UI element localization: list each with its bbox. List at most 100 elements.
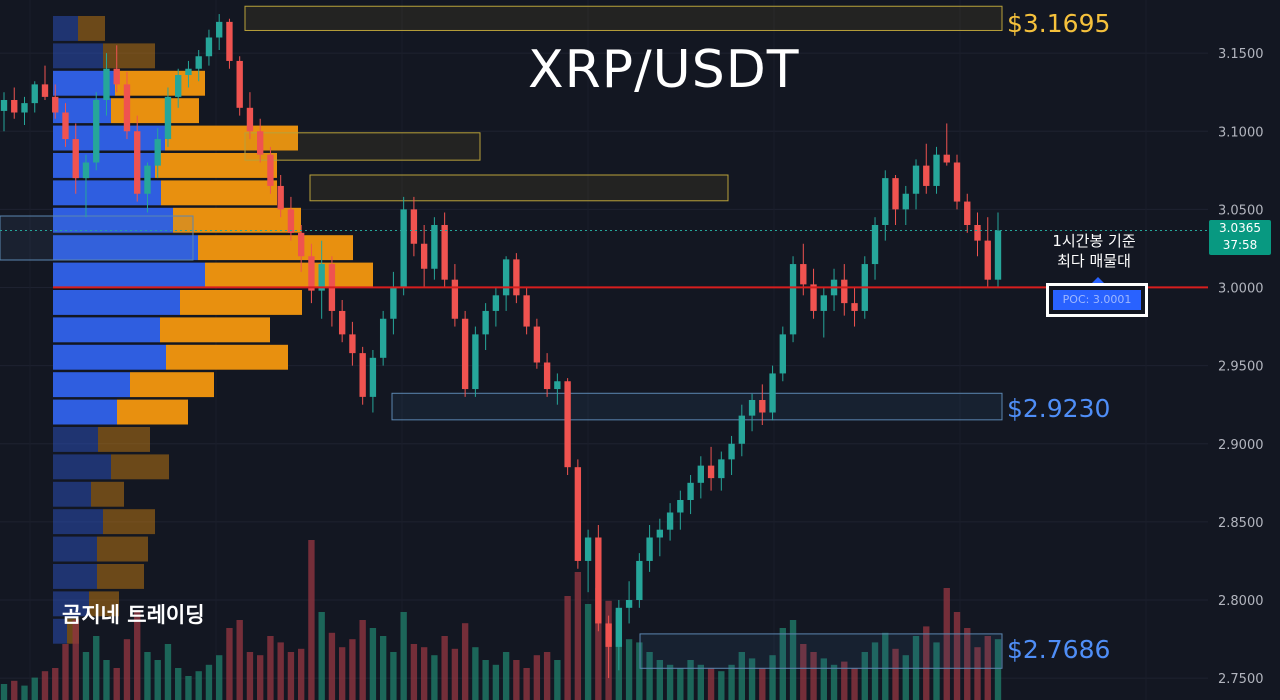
volume-profile-sell-bar [161, 180, 277, 206]
poc-annotation-line-2: 최다 매물대 [1057, 252, 1131, 270]
volume-bar [431, 655, 438, 700]
candle-body [236, 60, 243, 108]
volume-bar [297, 648, 305, 700]
candle-body [41, 84, 49, 97]
volume-bar [287, 652, 295, 700]
candle-body [677, 500, 684, 513]
volume-bar [185, 676, 192, 700]
volume-bar [154, 660, 161, 700]
volume-bar [687, 660, 694, 700]
volume-profile-buy-bar [53, 235, 198, 261]
volume-bar [123, 639, 131, 700]
candle-body [482, 310, 489, 335]
candle-body [728, 443, 735, 460]
candle-body [31, 84, 38, 104]
volume-bar [748, 658, 756, 700]
volume-bar [0, 684, 8, 700]
volume-bar [175, 668, 182, 700]
volume-bar [359, 620, 366, 700]
volume-profile-sell-bar [98, 427, 150, 452]
volume-bar [441, 636, 448, 700]
volume-bar [953, 612, 961, 700]
candle-body [974, 225, 981, 241]
volume-bar [533, 655, 541, 700]
y-tick-label: 3.1500 [1218, 47, 1264, 62]
volume-bar [216, 655, 223, 700]
volume-profile-sell-bar [173, 207, 301, 233]
volume-bar [72, 620, 79, 700]
volume-bar [718, 671, 725, 700]
volume-bar [820, 658, 827, 700]
demand-zone [391, 392, 1003, 421]
candle-body [205, 37, 213, 57]
candle-body [994, 230, 1002, 280]
volume-bar [882, 632, 889, 700]
level-label-3-1695: $3.1695 [1007, 8, 1111, 38]
candle-body [779, 334, 786, 374]
volume-profile-sell-bar [97, 564, 144, 589]
volume-bar [943, 588, 950, 700]
volume-bar [257, 655, 264, 700]
volume-profile-buy-bar [53, 125, 165, 151]
volume-bar [543, 652, 551, 700]
supply-zone [244, 132, 481, 161]
volume-bar [144, 652, 151, 700]
y-tick-label: 2.7500 [1218, 672, 1264, 687]
volume-profile-buy-bar [53, 43, 103, 69]
volume-profile-sell-bar [205, 262, 373, 288]
candle-body [123, 84, 131, 132]
volume-profile-sell-bar [160, 317, 270, 343]
volume-bar [164, 644, 172, 700]
volume-profile-buy-bar [53, 591, 89, 617]
volume-profile-buy-bar [53, 481, 91, 507]
candle-body [0, 100, 8, 111]
candle-body [82, 162, 90, 179]
volume-profile-buy-bar [53, 180, 161, 206]
candle-body [656, 529, 664, 538]
volume-bar [52, 668, 59, 700]
volume-bar [379, 636, 387, 700]
candle-body [72, 139, 79, 179]
candle-body [584, 537, 592, 561]
volume-bar [974, 647, 981, 700]
poc-badge: POC: 3.0001 [1046, 283, 1148, 317]
level-label-2-7686: $2.7686 [1007, 635, 1111, 665]
candle-body [134, 131, 141, 194]
volume-bar [574, 572, 582, 700]
volume-bar [328, 632, 336, 700]
candle-body [912, 165, 920, 194]
candle-body [154, 139, 161, 166]
volume-bar [595, 588, 602, 700]
candle-body [441, 225, 448, 280]
candle-body [492, 295, 500, 311]
volume-bar [390, 652, 397, 700]
candle-body [369, 357, 377, 397]
candle-body [502, 259, 510, 296]
volume-profile-buy-bar [53, 262, 205, 288]
volume-bar [205, 664, 213, 700]
candle-body [636, 560, 643, 600]
volume-bar [267, 636, 274, 700]
candle-body [759, 400, 766, 413]
volume-bar [103, 660, 110, 700]
candle-body [144, 165, 151, 194]
candle-body [461, 318, 469, 390]
supply-zone [309, 174, 729, 202]
candle-body [226, 21, 233, 61]
candle-body [769, 373, 776, 413]
volume-profile-sell-bar [180, 290, 302, 315]
candle-body [246, 107, 254, 132]
volume-bar [830, 664, 838, 700]
candle-body [359, 353, 366, 397]
volume-profile-buy-bar [53, 372, 130, 398]
volume-bar [195, 671, 202, 700]
volume-bar [677, 668, 684, 700]
candle-body [62, 112, 69, 140]
candle-body [52, 96, 59, 113]
candle-body [11, 100, 18, 113]
candle-body [697, 465, 705, 483]
candle-body [349, 334, 356, 354]
volume-bar [584, 604, 592, 700]
